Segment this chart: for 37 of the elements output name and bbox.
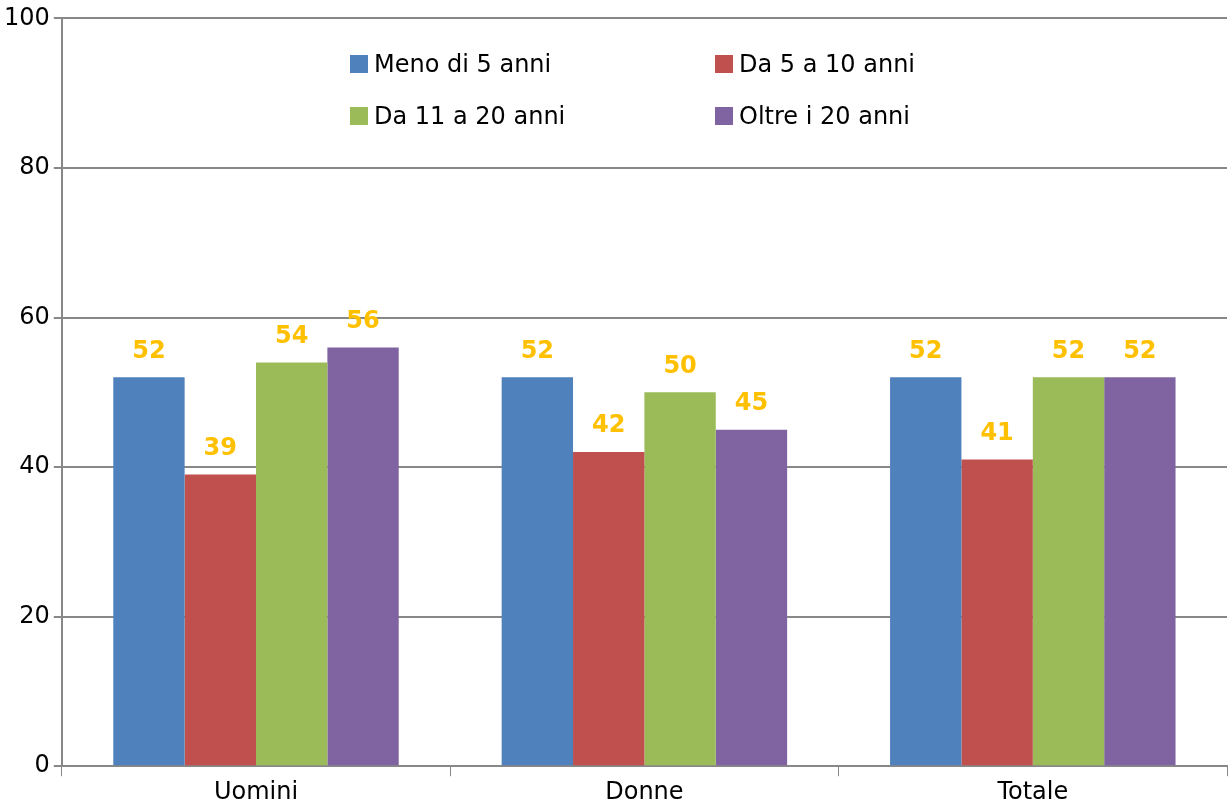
data-label: 50: [663, 350, 697, 379]
data-label: 52: [909, 335, 943, 364]
data-label: 41: [980, 417, 1014, 446]
x-tick-label: Totale: [996, 776, 1069, 805]
x-tick-label: Uomini: [213, 776, 299, 805]
data-label: 52: [520, 335, 555, 364]
legend-label: Da 11 a 20 anni: [374, 102, 566, 130]
data-label: 54: [274, 320, 309, 349]
bar: [573, 452, 645, 766]
bar: [184, 474, 257, 766]
legend-label: Da 5 a 10 anni: [739, 50, 916, 78]
y-tick-label: 20: [19, 600, 50, 629]
data-label: 42: [592, 410, 626, 439]
bar: [256, 362, 328, 766]
bar: [113, 377, 185, 766]
bar: [327, 347, 399, 766]
data-label: 39: [203, 432, 238, 461]
y-tick-label: 60: [19, 301, 50, 330]
y-tick-label: 0: [34, 750, 50, 779]
bar: [644, 392, 716, 766]
data-label: 45: [734, 387, 769, 416]
data-label: 52: [1123, 335, 1157, 364]
bar: [715, 429, 788, 766]
bar: [1032, 377, 1105, 766]
bar: [1104, 377, 1176, 766]
bar: [501, 377, 574, 766]
x-tick-label: Donne: [605, 776, 684, 805]
legend-label: Meno di 5 anni: [374, 50, 552, 78]
y-tick-label: 80: [19, 152, 50, 181]
bar: [890, 377, 962, 766]
data-label: 52: [1051, 335, 1086, 364]
data-label: 52: [132, 335, 166, 364]
data-label: 56: [346, 305, 380, 334]
legend-label: Oltre i 20 anni: [739, 102, 910, 130]
y-tick-label: 100: [4, 2, 50, 31]
y-tick-label: 40: [19, 451, 50, 480]
bar: [961, 459, 1033, 766]
